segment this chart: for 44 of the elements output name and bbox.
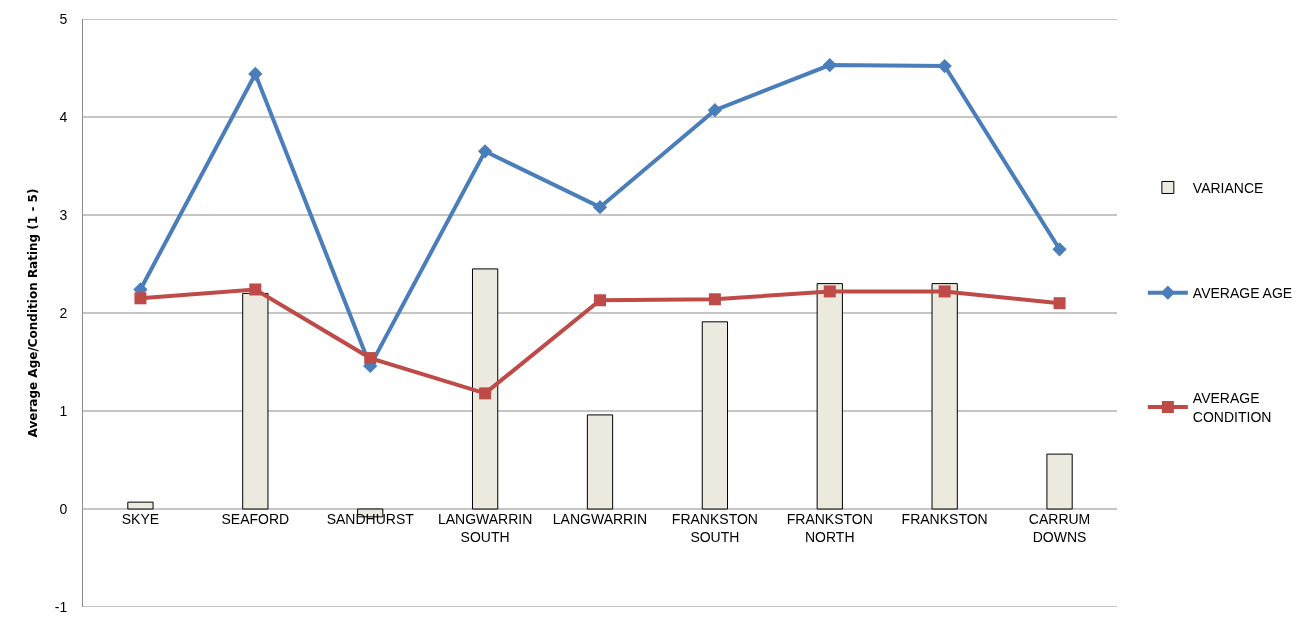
point bbox=[364, 352, 377, 365]
point bbox=[822, 57, 837, 73]
point bbox=[477, 144, 493, 159]
bar bbox=[931, 283, 958, 510]
bar bbox=[127, 501, 154, 510]
x-tick-label: LANGWARRIN SOUTH bbox=[437, 511, 533, 546]
legend-label: AVERAGE AGE bbox=[1192, 285, 1293, 302]
bar bbox=[586, 414, 614, 510]
point bbox=[1052, 242, 1067, 257]
bar bbox=[471, 268, 499, 510]
y-tick-label: 4 bbox=[59, 108, 68, 125]
point bbox=[707, 102, 723, 118]
point bbox=[592, 200, 608, 215]
x-tick-label: SKYE bbox=[121, 511, 160, 527]
bar bbox=[701, 321, 729, 510]
y-tick-label: -1 bbox=[54, 598, 68, 615]
point bbox=[1053, 297, 1066, 310]
y-tick-label: 3 bbox=[59, 206, 68, 223]
point bbox=[249, 283, 262, 296]
x-tick-label: CARRUM DOWNS bbox=[1028, 511, 1091, 546]
y-tick-label: 2 bbox=[59, 304, 68, 321]
bar bbox=[242, 292, 269, 510]
x-tick-label: SANDHURST bbox=[326, 511, 415, 527]
bar bbox=[816, 283, 843, 510]
point bbox=[479, 387, 492, 400]
point bbox=[937, 58, 952, 74]
x-tick-label: SEAFORD bbox=[221, 511, 290, 527]
y-tick-label: 0 bbox=[59, 500, 68, 517]
y-tick-label: 5 bbox=[59, 10, 68, 27]
point bbox=[708, 293, 721, 306]
legend-label: VARIANCE bbox=[1192, 179, 1264, 196]
x-tick-label: FRANKSTON SOUTH bbox=[671, 511, 758, 546]
y-axis-title: Average Age/Condition Rating (1 - 5) bbox=[26, 188, 41, 438]
x-tick-label: FRANKSTON bbox=[901, 511, 988, 527]
point bbox=[248, 66, 263, 82]
point bbox=[938, 285, 951, 298]
x-tick-label: LANGWARRIN bbox=[552, 511, 648, 527]
bar bbox=[1046, 453, 1073, 510]
point bbox=[594, 294, 606, 307]
point bbox=[134, 292, 147, 305]
point bbox=[823, 285, 836, 298]
y-tick-label: 1 bbox=[59, 402, 68, 419]
x-tick-label: FRANKSTON NORTH bbox=[786, 511, 873, 546]
legend-label: AVERAGE CONDITION bbox=[1192, 390, 1272, 425]
